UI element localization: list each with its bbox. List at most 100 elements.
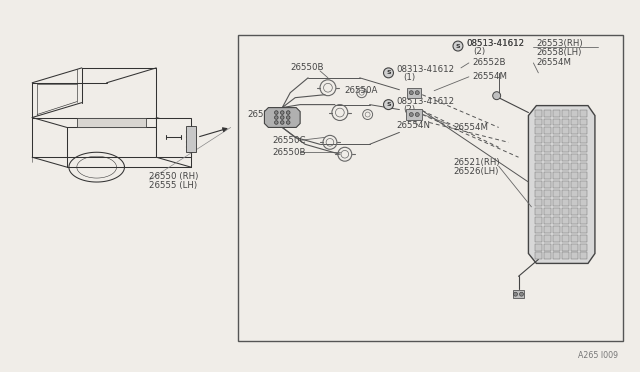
Bar — [571, 244, 578, 250]
Text: S: S — [386, 102, 391, 107]
Bar — [580, 226, 587, 232]
Bar — [562, 163, 569, 170]
Bar — [553, 137, 560, 143]
Bar — [544, 110, 551, 116]
Bar — [536, 163, 542, 170]
Circle shape — [280, 111, 284, 114]
Bar — [544, 119, 551, 125]
Text: 26554M: 26554M — [536, 58, 572, 67]
Text: 26550 (RH): 26550 (RH) — [149, 171, 198, 180]
Bar — [513, 290, 524, 298]
Bar — [580, 154, 587, 161]
Circle shape — [287, 121, 290, 124]
Circle shape — [275, 121, 278, 124]
Text: 26553(RH): 26553(RH) — [536, 39, 583, 48]
Text: 26550B: 26550B — [273, 148, 306, 157]
Text: A265 I009: A265 I009 — [578, 351, 618, 360]
Bar — [553, 208, 560, 215]
Bar — [544, 208, 551, 215]
Bar — [580, 145, 587, 152]
Bar — [553, 128, 560, 134]
Circle shape — [410, 91, 413, 95]
Bar — [562, 226, 569, 232]
Bar — [553, 119, 560, 125]
Bar — [544, 128, 551, 134]
Bar — [580, 199, 587, 206]
Bar — [571, 163, 578, 170]
Bar — [562, 199, 569, 206]
Bar — [562, 110, 569, 116]
Bar — [571, 172, 578, 179]
Circle shape — [280, 116, 284, 119]
Text: 26554M: 26554M — [453, 123, 488, 132]
Bar — [553, 154, 560, 161]
Bar — [580, 172, 587, 179]
Bar — [407, 88, 421, 98]
Text: 26526(LH): 26526(LH) — [453, 167, 499, 176]
Bar — [562, 172, 569, 179]
Bar — [544, 181, 551, 188]
Text: 26551: 26551 — [248, 110, 275, 119]
Bar — [536, 244, 542, 250]
Bar — [536, 235, 542, 241]
Bar — [544, 253, 551, 259]
Bar — [562, 253, 569, 259]
Text: 08313-41612: 08313-41612 — [396, 65, 454, 74]
Bar — [571, 128, 578, 134]
Bar — [571, 226, 578, 232]
Circle shape — [287, 111, 290, 114]
Bar — [562, 145, 569, 152]
Bar — [580, 208, 587, 215]
Bar — [571, 190, 578, 197]
Bar — [580, 110, 587, 116]
Bar — [544, 172, 551, 179]
Bar — [571, 235, 578, 241]
Bar — [536, 172, 542, 179]
Bar — [536, 226, 542, 232]
Circle shape — [513, 292, 518, 296]
Bar — [562, 235, 569, 241]
Text: 26550A: 26550A — [345, 86, 378, 95]
Bar — [562, 208, 569, 215]
Text: 26552B: 26552B — [473, 58, 506, 67]
Bar — [571, 217, 578, 224]
Text: 26521(RH): 26521(RH) — [453, 158, 500, 167]
Bar — [553, 145, 560, 152]
Bar — [562, 128, 569, 134]
Bar — [580, 163, 587, 170]
Bar — [536, 110, 542, 116]
Bar — [536, 145, 542, 152]
Bar — [571, 181, 578, 188]
Bar — [571, 137, 578, 143]
Text: (2): (2) — [473, 46, 485, 55]
Bar — [580, 217, 587, 224]
Bar — [544, 199, 551, 206]
Circle shape — [410, 113, 413, 116]
Circle shape — [415, 91, 419, 95]
Bar — [553, 190, 560, 197]
Bar — [553, 163, 560, 170]
Circle shape — [287, 116, 290, 119]
Text: (2): (2) — [403, 105, 415, 114]
Bar — [536, 199, 542, 206]
Bar — [580, 235, 587, 241]
Bar — [571, 110, 578, 116]
Bar — [553, 253, 560, 259]
Text: 26550B: 26550B — [290, 63, 324, 73]
Circle shape — [383, 68, 394, 78]
Text: 26558(LH): 26558(LH) — [536, 48, 582, 57]
Bar — [544, 154, 551, 161]
Bar — [562, 244, 569, 250]
Circle shape — [453, 41, 463, 51]
Bar — [544, 137, 551, 143]
Bar — [571, 208, 578, 215]
Text: 26550C: 26550C — [273, 136, 306, 145]
Bar — [580, 119, 587, 125]
Bar — [553, 199, 560, 206]
Bar — [536, 128, 542, 134]
Text: (1): (1) — [403, 73, 415, 82]
Bar — [536, 190, 542, 197]
Bar — [571, 145, 578, 152]
Bar — [186, 126, 196, 152]
Bar — [536, 154, 542, 161]
